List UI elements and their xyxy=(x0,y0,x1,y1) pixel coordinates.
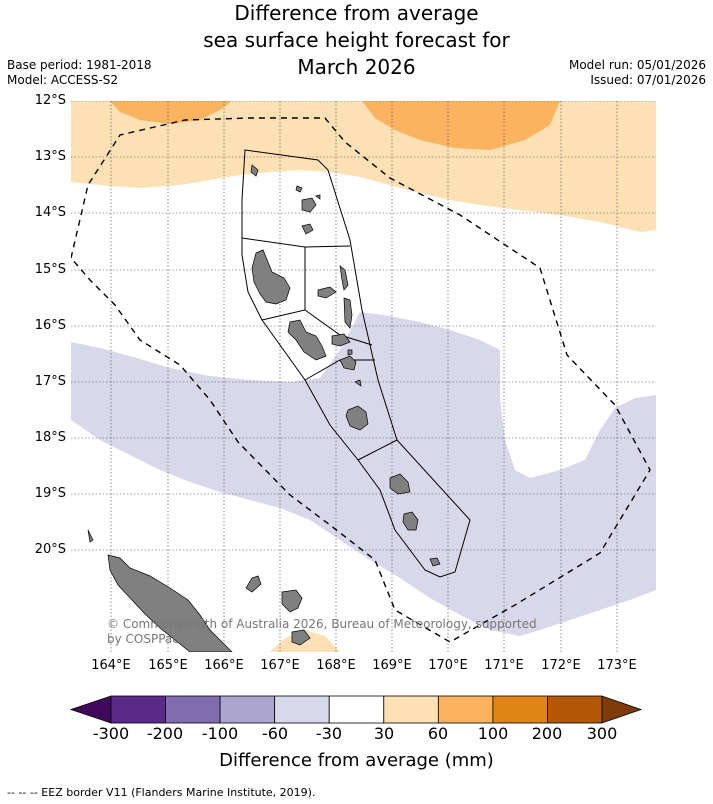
island-tongoa xyxy=(354,379,362,387)
anomaly-60-100-region-east xyxy=(362,101,560,150)
lon-label: 167°E xyxy=(260,658,300,673)
colorbar-segment xyxy=(219,695,276,724)
lat-label: 19°S xyxy=(34,486,66,501)
colorbar-segment xyxy=(110,695,166,724)
colorbar-segment xyxy=(328,695,385,724)
island-new-caledonia xyxy=(107,554,233,652)
colorbar-segment xyxy=(274,695,330,724)
islands xyxy=(87,164,441,652)
colorbar-extend-min xyxy=(69,695,112,724)
lon-label: 168°E xyxy=(316,658,356,673)
model-run: Model run: 05/01/2026 xyxy=(568,58,706,72)
colorbar-tick: -200 xyxy=(146,724,184,743)
colorbar-tick: 60 xyxy=(427,724,449,743)
lon-label: 164°E xyxy=(91,658,131,673)
eez-border xyxy=(71,117,651,643)
island-maewo xyxy=(339,265,349,291)
lon-label: 171°E xyxy=(484,658,524,673)
title-line-3: March 2026 xyxy=(297,55,416,79)
island-belep xyxy=(87,529,94,543)
run-info: Model run: 05/01/2026 Issued: 07/01/2026 xyxy=(569,58,706,88)
lon-label: 166°E xyxy=(204,658,244,673)
island-ureparapara xyxy=(295,185,303,193)
lat-label: 20°S xyxy=(34,542,66,557)
colorbar-tick: -100 xyxy=(201,724,239,743)
lon-label: 170°E xyxy=(428,658,468,673)
title-line-1: Difference from average xyxy=(234,1,479,25)
base-info: Base period: 1981-2018 Model: ACCESS-S2 xyxy=(7,58,152,88)
island-lifou xyxy=(281,589,303,613)
island-pentecost xyxy=(343,297,353,329)
island-mare xyxy=(291,629,311,646)
colorbar-tick: 100 xyxy=(477,724,509,743)
copyright-notice: © Commonwealth of Australia 2026, Bureau… xyxy=(107,617,537,647)
island-aneityum xyxy=(429,557,441,567)
lat-label: 12°S xyxy=(34,93,66,108)
model-name: Model: ACCESS-S2 xyxy=(7,73,119,87)
copyright-line-2: by COSPPac xyxy=(107,632,179,646)
colorbar-segment xyxy=(547,695,603,724)
colorbar-tick: 300 xyxy=(586,724,618,743)
colorbar-tick: -60 xyxy=(261,724,289,743)
island-ouvea xyxy=(245,575,262,593)
eez-footnote: -- -- -- EEZ border V11 (Flanders Marine… xyxy=(7,786,316,799)
lat-label: 17°S xyxy=(34,374,66,389)
island-ambae xyxy=(317,286,337,299)
island-gaua xyxy=(301,223,314,235)
map-title: Difference from average sea surface heig… xyxy=(0,0,713,81)
island-epi xyxy=(339,355,357,371)
lon-label: 169°E xyxy=(372,658,412,673)
island-merelava xyxy=(315,194,321,200)
lat-label: 14°S xyxy=(34,205,66,220)
island-paama xyxy=(347,349,353,356)
island-malakula xyxy=(287,319,327,361)
colorbar-tick: -30 xyxy=(315,724,343,743)
colorbar xyxy=(69,695,643,724)
colorbar-segment xyxy=(437,695,494,724)
colorbar-tick: 200 xyxy=(531,724,563,743)
colorbar-segment xyxy=(492,695,548,724)
lon-label: 165°E xyxy=(148,658,188,673)
copyright-line-1: © Commonwealth of Australia 2026, Bureau… xyxy=(107,617,537,631)
base-period: Base period: 1981-2018 xyxy=(7,58,152,72)
island-torres xyxy=(250,164,259,177)
lat-label: 18°S xyxy=(34,430,66,445)
island-ambrym xyxy=(331,333,351,347)
lat-label: 13°S xyxy=(34,149,66,164)
island-tanna xyxy=(402,511,419,531)
island-erromango xyxy=(389,473,411,495)
island-espiritu-santo xyxy=(251,249,291,305)
anomaly-60-100-region-west xyxy=(110,101,232,124)
colorbar-tick: 30 xyxy=(373,724,395,743)
lon-label: 172°E xyxy=(541,658,581,673)
title-line-2: sea surface height forecast for xyxy=(203,28,510,52)
lat-label: 15°S xyxy=(34,262,66,277)
colorbar-segment xyxy=(165,695,221,724)
colorbar-extend-max xyxy=(601,695,643,724)
island-vanua-lava xyxy=(301,197,317,213)
colorbar-segment xyxy=(383,695,439,724)
anomaly-neg30-neg60-region xyxy=(71,312,656,636)
lat-label: 16°S xyxy=(34,318,66,333)
issued-date: Issued: 07/01/2026 xyxy=(590,73,706,87)
lon-label: 173°E xyxy=(597,658,637,673)
map-panel xyxy=(71,101,656,652)
island-efate xyxy=(345,405,369,431)
colorbar-title: Difference from average (mm) xyxy=(219,750,494,771)
colorbar-tick: -300 xyxy=(92,724,130,743)
